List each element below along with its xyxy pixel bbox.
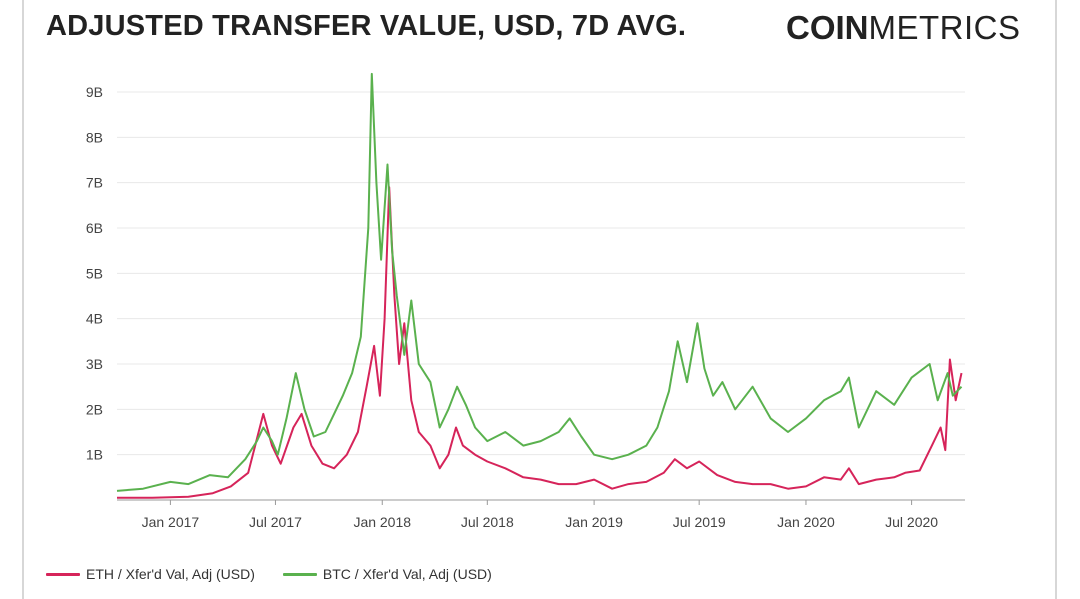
legend-item-btc[interactable]: BTC / Xfer'd Val, Adj (USD)	[282, 566, 492, 582]
y-tick-label: 3B	[86, 356, 103, 372]
x-tick-label: Jan 2017	[142, 514, 200, 530]
coinmetrics-logo: COINMETRICS	[786, 9, 1021, 47]
y-tick-label: 8B	[86, 129, 103, 145]
x-tick-label: Jan 2020	[777, 514, 835, 530]
legend-swatch-btc	[282, 572, 317, 576]
x-tick-label: Jul 2019	[673, 514, 726, 530]
frame-left-border	[22, 0, 24, 599]
chart-legend: ETH / Xfer'd Val, Adj (USD) BTC / Xfer'd…	[46, 566, 492, 582]
x-tick-label: Jan 2019	[565, 514, 623, 530]
legend-item-eth[interactable]: ETH / Xfer'd Val, Adj (USD)	[46, 566, 255, 582]
logo-light-text: METRICS	[868, 9, 1021, 46]
line-chart: 1B 2B 3B 4B 5B 6B 7B 8B 9B Jan 2017 Jul 2017 Jan 20…	[86, 72, 965, 530]
y-tick-label: 7B	[86, 175, 103, 191]
legend-label-eth: ETH / Xfer'd Val, Adj (USD)	[86, 566, 255, 582]
frame-right-border	[1055, 0, 1057, 599]
y-tick-label: 5B	[86, 265, 103, 281]
legend-swatch-eth	[46, 572, 80, 576]
x-tick-label: Jul 2017	[249, 514, 302, 530]
chart-title: ADJUSTED TRANSFER VALUE, USD, 7D AVG.	[46, 10, 687, 42]
y-tick-label: 1B	[86, 447, 103, 463]
series-line-eth	[117, 186, 963, 499]
y-tick-label: 4B	[86, 311, 103, 327]
series-line-btc	[116, 72, 963, 492]
y-tick-label: 9B	[86, 84, 103, 100]
y-tick-label: 2B	[86, 401, 103, 417]
logo-strong-text: COIN	[786, 9, 869, 46]
x-tick-label: Jan 2018	[353, 514, 411, 530]
x-tick-label: Jul 2020	[885, 514, 938, 530]
x-tick-label: Jul 2018	[461, 514, 514, 530]
y-tick-label: 6B	[86, 220, 103, 236]
legend-label-btc: BTC / Xfer'd Val, Adj (USD)	[322, 566, 492, 582]
